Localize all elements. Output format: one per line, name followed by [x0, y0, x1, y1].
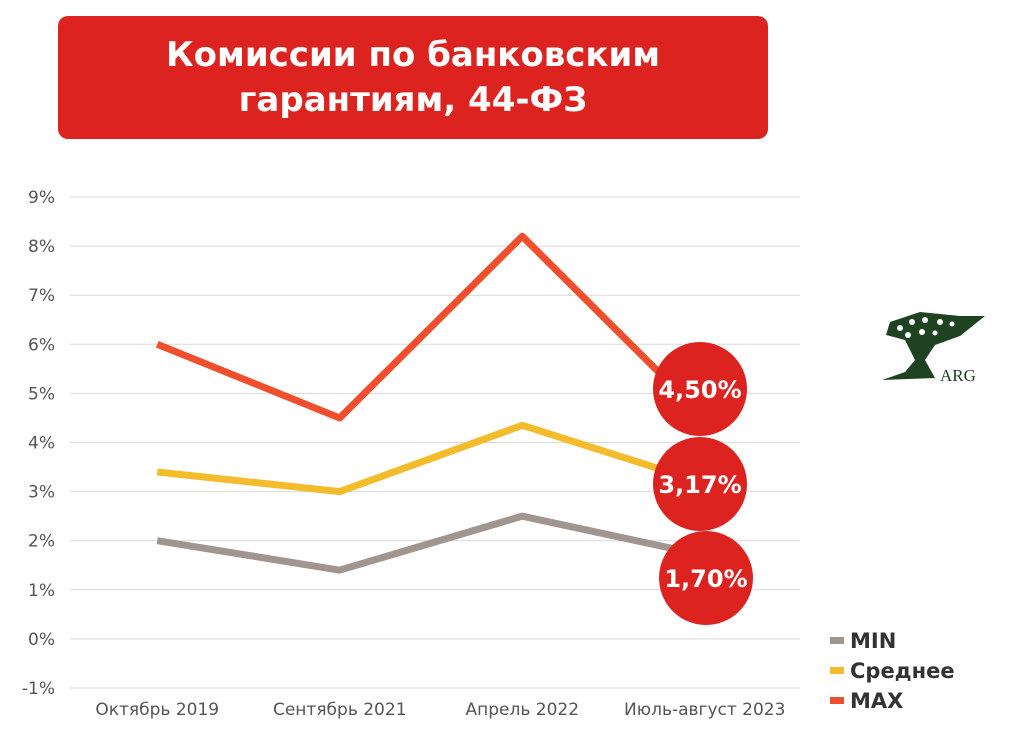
series-line-MAX [155, 232, 708, 422]
x-tick-label: Июль-август 2023 [624, 700, 785, 720]
y-tick-label: 6% [28, 335, 55, 355]
y-tick-label: 7% [28, 286, 55, 306]
y-tick-label: 3% [28, 483, 55, 503]
legend-label: MAX [850, 689, 903, 713]
y-tick-label: 2% [28, 532, 55, 552]
legend-label: MIN [850, 629, 896, 653]
chart-title-banner: Комиссии по банковским гарантиям, 44-ФЗ [58, 16, 768, 139]
data-label: 4,50% [658, 376, 741, 404]
x-tick-label: Апрель 2022 [465, 700, 579, 720]
y-tick-label: 5% [28, 384, 55, 404]
y-tick-label: 9% [28, 188, 55, 208]
y-tick-label: 4% [28, 434, 55, 454]
y-tick-label: 8% [28, 237, 55, 257]
data-label-bubble [653, 342, 747, 436]
series-line-Среднее [156, 421, 706, 496]
y-tick-label: 1% [28, 581, 55, 601]
legend-label: Среднее [850, 659, 955, 683]
series-line-MIN [156, 512, 706, 574]
legend-swatch [830, 667, 844, 674]
data-label: 3,17% [658, 471, 741, 499]
x-tick-label: Сентябрь 2021 [273, 700, 407, 720]
data-label: 1,70% [664, 565, 747, 593]
y-tick-label: 0% [28, 630, 55, 650]
data-label-bubble [659, 531, 753, 625]
legend-swatch [830, 697, 844, 704]
legend-swatch [830, 637, 844, 644]
x-tick-label: Октябрь 2019 [95, 700, 219, 720]
chart-title: Комиссии по банковским гарантиям, 44-ФЗ [165, 34, 661, 120]
y-tick-label: -1% [22, 679, 55, 699]
data-label-bubble [653, 437, 747, 531]
